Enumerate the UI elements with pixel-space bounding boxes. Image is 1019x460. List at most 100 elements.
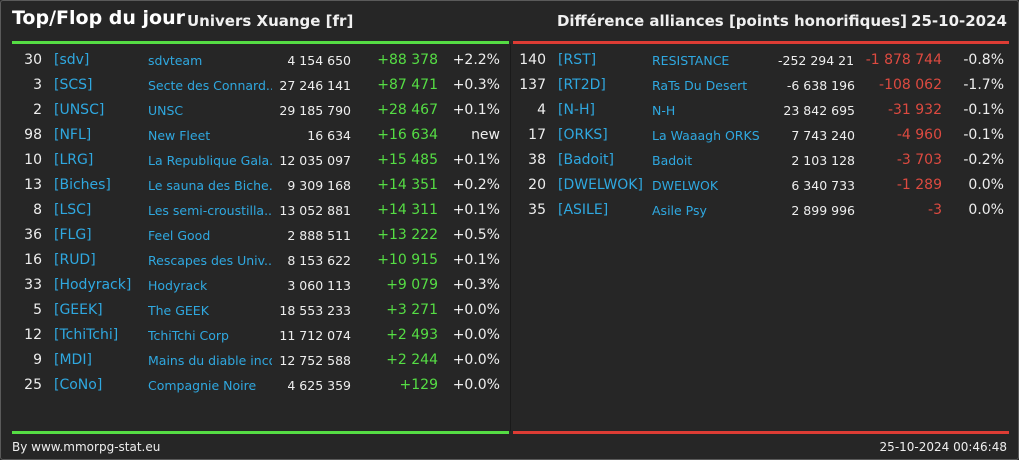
alliance-tag-link[interactable]: [ORKS] [558, 127, 608, 143]
table-row: 12 [TchiTchi] TchiTchi Corp 11 712 074 +2 49… [12, 323, 504, 348]
rank-cell: 35 [528, 202, 546, 218]
alliance-tag-link[interactable]: [CoNo] [54, 377, 103, 393]
table-row: 33 [Hodyrack] Hodyrack 3 060 113 +9 079 +0.3% [12, 273, 504, 298]
percent-cell: +0.3% [452, 277, 500, 293]
bottom-divider-red [513, 431, 1009, 434]
alliance-tag-link[interactable]: [Badoit] [558, 152, 614, 168]
points-cell: 12 752 588 [279, 353, 351, 368]
universe-label: Univers Xuange [fr] [187, 12, 354, 30]
alliance-tag-link[interactable]: [GEEK] [54, 302, 103, 318]
rank-cell: 30 [24, 52, 42, 68]
alliance-name-link[interactable]: TchiTchi Corp [148, 328, 229, 343]
percent-cell: +0.0% [452, 352, 500, 368]
diff-cell: +129 [399, 377, 438, 393]
rank-cell: 17 [528, 127, 546, 143]
column-divider [510, 44, 511, 431]
diff-cell: +13 222 [377, 227, 438, 243]
points-cell: 29 185 790 [279, 103, 351, 118]
table-row: 36 [FLG] Feel Good 2 888 511 +13 222 +0.5% [12, 223, 504, 248]
rank-cell: 20 [528, 177, 546, 193]
points-cell: 7 743 240 [791, 128, 855, 143]
alliance-tag-link[interactable]: [N-H] [558, 102, 595, 118]
table-row: 9 [MDI] Mains du diable inco... 12 752 588 +… [12, 348, 504, 373]
alliance-tag-link[interactable]: [UNSC] [54, 102, 105, 118]
alliance-tag-link[interactable]: [SCS] [54, 77, 93, 93]
diff-cell: +87 471 [377, 77, 438, 93]
percent-cell: +2.2% [452, 52, 500, 68]
rank-cell: 16 [24, 252, 42, 268]
percent-cell: +0.0% [452, 377, 500, 393]
alliance-tag-link[interactable]: [TchiTchi] [54, 327, 119, 343]
alliance-tag-link[interactable]: [NFL] [54, 127, 92, 143]
alliance-name-link[interactable]: Mains du diable inco... [148, 353, 272, 368]
alliance-name-link[interactable]: Badoit [652, 153, 693, 168]
alliance-name-link[interactable]: Le sauna des Biche... [148, 178, 272, 193]
points-cell: 6 340 733 [791, 178, 855, 193]
alliance-name-link[interactable]: La Waaagh ORKS [652, 128, 760, 143]
table-row: 17 [ORKS] La Waaagh ORKS 7 743 240 -4 960 -0.… [516, 123, 1008, 148]
alliance-tag-link[interactable]: [sdv] [54, 52, 90, 68]
alliance-name-link[interactable]: Feel Good [148, 228, 211, 243]
points-cell: 27 246 141 [279, 78, 351, 93]
alliance-tag-link[interactable]: [DWELWOK] [558, 177, 643, 193]
table-row: 140 [RST] RESISTANCE -252 294 211 -1 878 744… [516, 48, 1008, 73]
alliance-name-link[interactable]: New Fleet [148, 128, 211, 143]
rank-cell: 33 [24, 277, 42, 293]
percent-cell: +0.3% [452, 77, 500, 93]
percent-cell: -0.1% [963, 127, 1004, 143]
rank-cell: 8 [33, 202, 42, 218]
rank-cell: 2 [33, 102, 42, 118]
points-cell: 13 052 881 [279, 203, 351, 218]
header-date: 25-10-2024 [911, 12, 1007, 30]
table-row: 3 [SCS] Secte des Connard... 27 246 141 +87 … [12, 73, 504, 98]
rank-cell: 5 [33, 302, 42, 318]
alliance-name-link[interactable]: Compagnie Noire [148, 378, 257, 393]
alliance-name-link[interactable]: La Republique Gala... [148, 153, 272, 168]
alliance-tag-link[interactable]: [Biches] [54, 177, 111, 193]
diff-cell: +88 378 [377, 52, 438, 68]
percent-cell: 0.0% [968, 202, 1004, 218]
alliance-tag-link[interactable]: [MDI] [54, 352, 92, 368]
alliance-name-link[interactable]: RESISTANCE [652, 53, 730, 68]
alliance-name-link[interactable]: Hodyrack [148, 278, 208, 293]
alliance-tag-link[interactable]: [LRG] [54, 152, 94, 168]
alliance-tag-link[interactable]: [LSC] [54, 202, 92, 218]
alliance-name-link[interactable]: RaTs Du Desert [652, 78, 748, 93]
rank-cell: 36 [24, 227, 42, 243]
diff-cell: -1 289 [896, 177, 942, 193]
points-cell: 11 712 074 [279, 328, 351, 343]
alliance-tag-link[interactable]: [RST] [558, 52, 597, 68]
rank-cell: 3 [33, 77, 42, 93]
alliance-name-link[interactable]: Secte des Connard... [148, 78, 272, 93]
top-divider-red [513, 41, 1009, 44]
percent-cell: +0.2% [452, 177, 500, 193]
alliance-tag-link[interactable]: [RUD] [54, 252, 96, 268]
rank-cell: 38 [528, 152, 546, 168]
diff-cell: -3 703 [896, 152, 942, 168]
points-cell: 3 060 113 [287, 278, 351, 293]
alliance-tag-link[interactable]: [FLG] [54, 227, 92, 243]
alliance-name-link[interactable]: sdvteam [148, 53, 203, 68]
alliance-name-link[interactable]: The GEEK [148, 303, 209, 318]
alliance-tag-link[interactable]: [Hodyrack] [54, 277, 132, 293]
alliance-name-link[interactable]: N-H [652, 103, 676, 118]
alliance-name-link[interactable]: Asile Psy [652, 203, 707, 218]
percent-cell: 0.0% [968, 177, 1004, 193]
percent-cell: +0.1% [452, 102, 500, 118]
percent-cell: +0.5% [452, 227, 500, 243]
site-credit[interactable]: By www.mmorpg-stat.eu [12, 440, 161, 454]
diff-cell: +3 271 [386, 302, 438, 318]
table-row: 30 [sdv] sdvteam 4 154 650 +88 378 +2.2% [12, 48, 504, 73]
alliance-tag-link[interactable]: [ASILE] [558, 202, 609, 218]
alliance-tag-link[interactable]: [RT2D] [558, 77, 606, 93]
alliance-name-link[interactable]: DWELWOK [652, 178, 719, 193]
percent-cell: +0.1% [452, 252, 500, 268]
rank-cell: 140 [519, 52, 546, 68]
diff-cell: -31 932 [887, 102, 942, 118]
alliance-name-link[interactable]: Rescapes des Univ... [148, 253, 272, 268]
percent-cell: new [471, 127, 500, 143]
alliance-name-link[interactable]: UNSC [148, 103, 184, 118]
points-cell: -252 294 211 [778, 53, 855, 68]
alliance-name-link[interactable]: Les semi-croustilla... [148, 203, 272, 218]
